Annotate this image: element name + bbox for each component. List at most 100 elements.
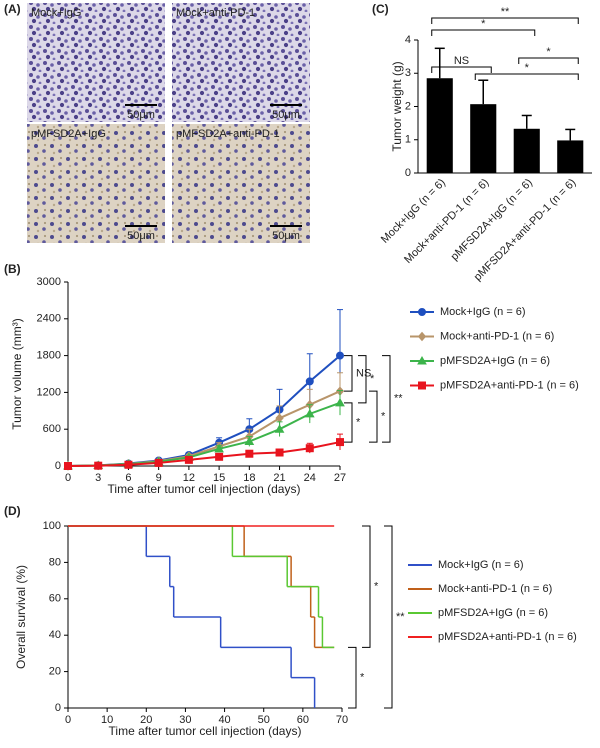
x-tick-label: 18: [243, 472, 255, 484]
marker: [336, 438, 344, 447]
y-tick-label: 100: [43, 520, 61, 532]
x-tick-label: 3: [95, 472, 101, 484]
y-axis-label: Tumor volume (mm³): [10, 318, 24, 430]
significance-label: NS: [454, 55, 469, 67]
significance-bracket: [369, 390, 378, 443]
significance-bracket: [431, 29, 536, 36]
bar: [426, 78, 453, 173]
y-tick-label: 80: [49, 556, 61, 568]
legend-label: pMFSD2A+anti-PD-1 (n = 6): [438, 631, 577, 643]
bar: [470, 104, 497, 173]
y-tick-label: 600: [43, 423, 61, 435]
x-tick-label: Mock+anti-PD-1 (n = 6): [402, 177, 491, 266]
y-tick-label: 3000: [37, 276, 61, 288]
legend-marker: [417, 331, 427, 342]
significance-bracket: [348, 646, 357, 709]
panel-label: (B): [4, 262, 21, 276]
scale-bar-label: 50μm: [127, 230, 155, 242]
y-tick-label: 1800: [37, 350, 61, 362]
x-tick-label: 0: [65, 714, 71, 726]
x-tick-label: 10: [101, 714, 113, 726]
x-tick-label: 50: [258, 714, 270, 726]
histology-image: [27, 3, 165, 122]
legend-label: Mock+IgG (n = 6): [440, 306, 526, 318]
marker: [124, 460, 133, 469]
y-tick-label: 20: [49, 666, 61, 678]
x-tick-label: 9: [156, 472, 162, 484]
x-tick-label: 60: [297, 714, 309, 726]
significance-label: *: [525, 62, 530, 74]
bar: [513, 128, 540, 173]
x-tick-label: 70: [336, 714, 348, 726]
legend-label: Mock+anti-PD-1 (n = 6): [438, 583, 552, 595]
histology-image: [172, 3, 310, 122]
legend-marker: [417, 355, 427, 365]
marker: [154, 458, 163, 467]
y-axis-label: Overall survival (%): [14, 565, 28, 669]
x-axis-label: Time after tumor cell injection (days): [109, 724, 302, 738]
marker: [94, 461, 103, 470]
panel-label: (C): [372, 2, 389, 16]
panel-label: (D): [4, 504, 21, 518]
significance-label: *: [381, 411, 386, 423]
image-caption: pMFSD2A+IgG: [31, 128, 106, 140]
image-caption: pMFSD2A+anti-PD-1: [176, 128, 280, 140]
significance-bracket: [344, 402, 353, 443]
legend-label: pMFSD2A+IgG (n = 6): [440, 355, 550, 367]
legend-label: Mock+IgG (n = 6): [438, 559, 524, 571]
significance-bracket: [431, 17, 579, 24]
legend-label: Mock+anti-PD-1 (n = 6): [440, 330, 554, 342]
significance-label: *: [481, 18, 486, 30]
marker: [274, 424, 285, 433]
y-tick-label: 1: [405, 134, 411, 146]
histology-image: [27, 124, 165, 243]
image-caption: Mock+anti-PD-1: [176, 7, 255, 19]
x-axis-label: Time after tumor cell injection (days): [108, 482, 301, 496]
marker: [275, 413, 284, 423]
panel-label: (A): [4, 2, 21, 16]
marker: [184, 455, 193, 464]
marker: [335, 397, 345, 407]
series-line: [67, 401, 341, 467]
x-tick-label: 30: [179, 714, 191, 726]
marker: [304, 408, 315, 418]
significance-bracket: [362, 525, 371, 648]
scale-bar-label: 50μm: [272, 109, 300, 121]
significance-bracket: [518, 57, 579, 64]
legend-label: pMFSD2A+anti-PD-1 (n = 6): [440, 379, 579, 391]
x-tick-label: 12: [183, 472, 195, 484]
scale-bar-label: 50μm: [127, 109, 155, 121]
significance-label: **: [394, 393, 403, 405]
marker: [215, 452, 224, 461]
significance-label: *: [374, 581, 379, 593]
significance-bracket: [382, 355, 391, 443]
x-tick-label: 27: [334, 472, 346, 484]
series-line: [67, 441, 341, 467]
significance-label: *: [356, 416, 361, 428]
y-tick-label: 2400: [37, 313, 61, 325]
significance-bracket: [344, 355, 353, 392]
x-tick-label: 21: [273, 472, 285, 484]
series-line: [67, 390, 341, 467]
x-tick-label: 6: [125, 472, 131, 484]
marker: [336, 351, 344, 360]
image-caption: Mock+IgG: [31, 7, 81, 19]
y-tick-label: 2: [405, 100, 411, 112]
scale-bar-label: 50μm: [272, 230, 300, 242]
histology-image: [172, 124, 310, 243]
y-tick-label: 3: [405, 67, 411, 79]
bar: [557, 140, 584, 173]
significance-label: NS: [356, 367, 371, 379]
marker: [214, 443, 224, 453]
x-tick-label: 20: [140, 714, 152, 726]
y-axis-label: Tumor weight (g): [390, 61, 404, 151]
legend-label: pMFSD2A+IgG (n = 6): [438, 607, 548, 619]
y-tick-label: 1200: [37, 386, 61, 398]
significance-label: *: [546, 46, 551, 58]
x-tick-label: pMFSD2A+IgG (n = 6): [449, 177, 535, 263]
x-tick-label: 40: [218, 714, 230, 726]
y-tick-label: 60: [49, 593, 61, 605]
x-tick-label: 24: [304, 472, 316, 484]
significance-bracket: [474, 73, 579, 80]
